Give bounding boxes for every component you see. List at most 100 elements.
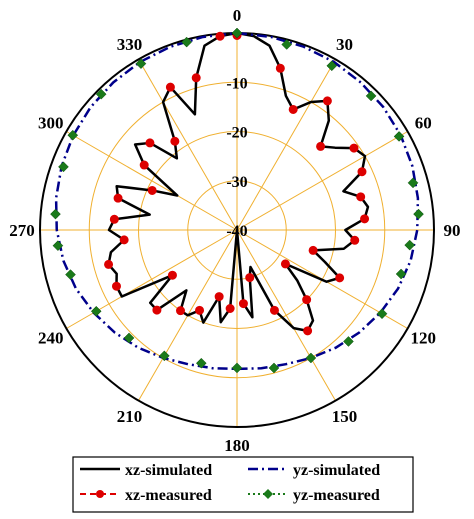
data-point (245, 273, 255, 283)
series-xz-measured (104, 30, 370, 336)
data-point (305, 352, 317, 364)
data-point (159, 350, 170, 362)
data-point (50, 208, 61, 220)
data-point (393, 131, 405, 142)
angle-tick-label: 300 (38, 114, 64, 133)
data-point (139, 160, 149, 170)
grid-spoke (66, 131, 238, 231)
data-point (280, 259, 290, 269)
legend-entry-yz-simulated: yz-simulated (248, 462, 380, 479)
data-point (52, 240, 64, 252)
data-point (326, 60, 338, 72)
angle-tick-label: 120 (410, 329, 436, 348)
data-point (322, 96, 332, 106)
legend-marker (96, 490, 104, 498)
series-xz-simulated (107, 31, 370, 333)
grid-spoke (66, 229, 238, 329)
data-point (195, 357, 207, 369)
data-point (191, 73, 201, 83)
angle-tick-label: 30 (336, 35, 353, 54)
data-point (356, 192, 366, 202)
angle-tick-label: 0 (233, 6, 242, 25)
legend-marker (263, 489, 273, 499)
angle-tick-label: 180 (224, 436, 250, 455)
grid-spoke (236, 229, 336, 401)
data-point (288, 104, 298, 114)
angle-tick-label: 150 (332, 407, 358, 426)
data-point (365, 90, 377, 102)
legend: xz-simulated yz-simulated xz-measured yz-me… (72, 456, 414, 513)
data-point (343, 336, 354, 347)
data-point (214, 292, 224, 302)
data-point (90, 305, 102, 317)
grid-spoke (236, 131, 408, 231)
data-point (275, 63, 285, 73)
angle-tick-label: 210 (117, 407, 143, 426)
data-point (111, 281, 121, 291)
data-point (109, 214, 119, 224)
data-point (376, 308, 388, 320)
data-point (104, 259, 114, 269)
data-point (95, 88, 107, 100)
data-point (195, 305, 205, 315)
data-point (308, 245, 318, 255)
angle-tick-label: 60 (415, 114, 432, 133)
data-point (231, 362, 243, 374)
data-point (395, 268, 407, 280)
data-point (119, 235, 129, 245)
legend-entry-xz-simulated: xz-simulated (80, 462, 212, 479)
legend-entry-xz-measured: xz-measured (80, 487, 212, 504)
data-point (360, 214, 370, 224)
data-point (349, 143, 359, 153)
legend-label: yz-measured (293, 487, 380, 504)
radial-tick-label: -30 (226, 174, 247, 191)
data-point (165, 82, 175, 92)
data-point (113, 193, 123, 203)
legend-box (72, 456, 414, 513)
data-point (123, 332, 135, 344)
data-point (135, 58, 147, 70)
data-point (281, 39, 293, 50)
data-point (269, 305, 279, 315)
data-point (225, 304, 235, 314)
legend-label: yz-simulated (293, 462, 380, 479)
angle-tick-label: 270 (9, 221, 35, 240)
data-point (407, 177, 419, 189)
data-point (176, 306, 186, 316)
angle-tick-label: 330 (117, 35, 143, 54)
series-layer (50, 27, 424, 374)
data-point (147, 185, 157, 195)
data-point (58, 161, 69, 173)
data-point (316, 141, 326, 151)
data-point (303, 326, 313, 336)
angle-tick-labels: 0 30 60 90 120 150 180 210 240 270 300 330 (9, 6, 460, 455)
data-point (145, 138, 155, 148)
legend-entry-yz-measured: yz-measured (248, 487, 380, 504)
series-yz-measured (50, 27, 424, 374)
radial-tick-label: -40 (226, 223, 247, 240)
radial-tick-label: -20 (226, 125, 247, 142)
angle-tick-label: 90 (444, 221, 461, 240)
radial-tick-label: -10 (226, 75, 247, 92)
data-point (181, 36, 193, 48)
data-point (404, 239, 416, 251)
grid-spoke (236, 59, 336, 231)
data-point (170, 136, 180, 146)
radial-tick-labels: -10 -20 -30 -40 (226, 75, 247, 240)
angle-tick-label: 240 (38, 329, 64, 348)
legend-label: xz-measured (125, 487, 212, 504)
data-point (413, 208, 424, 220)
data-point (335, 273, 345, 283)
data-point (67, 129, 79, 141)
legend-label: xz-simulated (125, 462, 212, 479)
grid-spoke (138, 59, 238, 231)
data-point (302, 295, 312, 305)
series-line (107, 31, 370, 333)
data-point (268, 362, 280, 374)
data-point (231, 27, 243, 39)
data-point (65, 269, 76, 280)
data-point (152, 305, 162, 315)
data-point (215, 31, 225, 41)
